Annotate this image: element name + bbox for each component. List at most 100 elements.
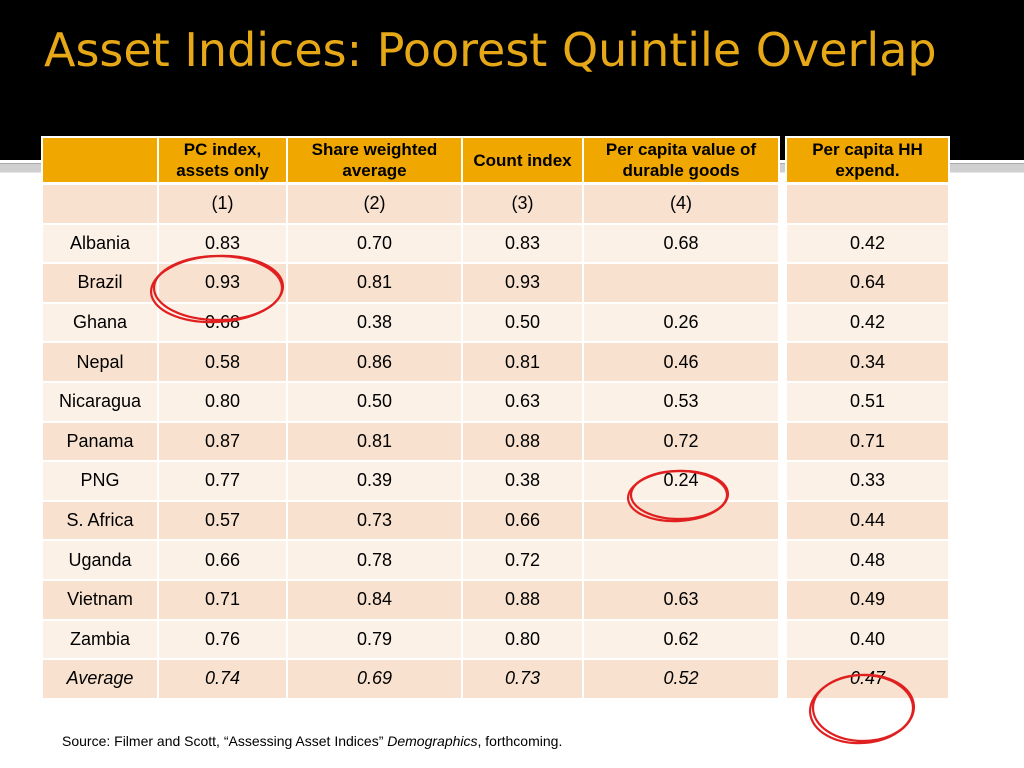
- value-cell: 0.46: [582, 341, 780, 383]
- value-cell: 0.78: [286, 539, 463, 581]
- overlap-table: PC index, assets only Share weighted ave…: [41, 136, 780, 700]
- side-table-row: 0.51: [785, 380, 950, 423]
- title-bar: Asset Indices: Poorest Quintile Overlap: [0, 0, 1024, 160]
- country-cell: Panama: [41, 420, 159, 463]
- value-cell: 0.77: [157, 460, 288, 502]
- country-cell: Albania: [41, 222, 159, 265]
- hh-expend-cell: 0.42: [785, 222, 950, 265]
- value-cell: [582, 499, 780, 542]
- value-cell: 0.84: [286, 578, 463, 621]
- table-row: S. Africa 0.57 0.73 0.66: [41, 499, 780, 542]
- value-cell: 0.87: [157, 420, 288, 463]
- value-cell: 0.71: [157, 578, 288, 621]
- country-cell: Vietnam: [41, 578, 159, 621]
- side-table-row: 0.42: [785, 301, 950, 344]
- value-cell: 0.39: [286, 460, 463, 502]
- hh-expend-cell: 0.47: [785, 658, 950, 700]
- side-table-row: 0.71: [785, 420, 950, 463]
- value-cell: [582, 539, 780, 581]
- header-pc-index: PC index, assets only: [157, 136, 288, 185]
- hh-expend-table: Per capita HH expend. 0.42 0.64 0.42 0.34 0.…: [785, 136, 950, 700]
- side-blank-cell: [785, 182, 950, 225]
- value-cell: 0.62: [582, 618, 780, 661]
- header-durable-goods: Per capita value of durable goods: [582, 136, 780, 185]
- hh-expend-cell: 0.34: [785, 341, 950, 383]
- table-row: Ghana 0.68 0.38 0.50 0.26: [41, 301, 780, 344]
- hh-expend-cell: 0.48: [785, 539, 950, 581]
- side-table-row: 0.40: [785, 618, 950, 661]
- country-cell: Ghana: [41, 301, 159, 344]
- value-cell: 0.70: [286, 222, 463, 265]
- value-cell: 0.83: [461, 222, 584, 265]
- value-cell: 0.66: [461, 499, 584, 542]
- header-share-weighted: Share weighted average: [286, 136, 463, 185]
- value-cell: 0.58: [157, 341, 288, 383]
- table-row: Brazil 0.93 0.81 0.93: [41, 262, 780, 304]
- value-cell: 0.63: [461, 380, 584, 423]
- value-cell: 0.68: [582, 222, 780, 265]
- country-cell: Nepal: [41, 341, 159, 383]
- hh-expend-cell: 0.51: [785, 380, 950, 423]
- header-hh-expend: Per capita HH expend.: [785, 136, 950, 185]
- value-cell: 0.50: [461, 301, 584, 344]
- table-row: PNG 0.77 0.39 0.38 0.24: [41, 460, 780, 502]
- value-cell: 0.38: [461, 460, 584, 502]
- table-row: Uganda 0.66 0.78 0.72: [41, 539, 780, 581]
- value-cell: 0.73: [286, 499, 463, 542]
- table-row: Panama 0.87 0.81 0.88 0.72: [41, 420, 780, 463]
- column-number: (4): [582, 182, 780, 225]
- country-cell: S. Africa: [41, 499, 159, 542]
- side-table-row: 0.49: [785, 578, 950, 621]
- side-number-row: [785, 182, 950, 225]
- source-citation: Source: Filmer and Scott, “Assessing Ass…: [62, 733, 562, 749]
- column-number: [41, 182, 159, 225]
- hh-expend-cell: 0.42: [785, 301, 950, 344]
- column-number: (3): [461, 182, 584, 225]
- value-cell: 0.68: [157, 301, 288, 344]
- side-table-row: 0.48: [785, 539, 950, 581]
- value-cell: 0.80: [461, 618, 584, 661]
- table-row: Nicaragua 0.80 0.50 0.63 0.53: [41, 380, 780, 423]
- side-table-row: 0.42: [785, 222, 950, 265]
- value-cell: [582, 262, 780, 304]
- source-prefix: Source: Filmer and Scott, “Assessing Ass…: [62, 733, 388, 749]
- value-cell: 0.93: [461, 262, 584, 304]
- country-cell: Brazil: [41, 262, 159, 304]
- column-number: (2): [286, 182, 463, 225]
- value-cell: 0.81: [461, 341, 584, 383]
- value-cell: 0.38: [286, 301, 463, 344]
- value-cell: 0.76: [157, 618, 288, 661]
- country-cell: Average: [41, 658, 159, 700]
- hh-expend-cell: 0.44: [785, 499, 950, 542]
- slide-title: Asset Indices: Poorest Quintile Overlap: [44, 23, 937, 77]
- value-cell: 0.81: [286, 262, 463, 304]
- value-cell: 0.88: [461, 578, 584, 621]
- value-cell: 0.53: [582, 380, 780, 423]
- value-cell: 0.80: [157, 380, 288, 423]
- value-cell: 0.93: [157, 262, 288, 304]
- country-cell: Zambia: [41, 618, 159, 661]
- value-cell: 0.57: [157, 499, 288, 542]
- value-cell: 0.24: [582, 460, 780, 502]
- value-cell: 0.86: [286, 341, 463, 383]
- hh-expend-cell: 0.49: [785, 578, 950, 621]
- hh-expend-cell: 0.71: [785, 420, 950, 463]
- value-cell: 0.52: [582, 658, 780, 700]
- header-count-index: Count index: [461, 136, 584, 185]
- side-table-row: 0.44: [785, 499, 950, 542]
- header-row: PC index, assets only Share weighted ave…: [41, 136, 780, 185]
- value-cell: 0.72: [461, 539, 584, 581]
- column-number: (1): [157, 182, 288, 225]
- country-cell: PNG: [41, 460, 159, 502]
- value-cell: 0.63: [582, 578, 780, 621]
- value-cell: 0.26: [582, 301, 780, 344]
- value-cell: 0.74: [157, 658, 288, 700]
- average-row: Average 0.74 0.69 0.73 0.52: [41, 658, 780, 700]
- table-row: Nepal 0.58 0.86 0.81 0.46: [41, 341, 780, 383]
- table-row: Vietnam 0.71 0.84 0.88 0.63: [41, 578, 780, 621]
- header-cell-blank: [41, 136, 159, 185]
- column-number-row: (1) (2) (3) (4): [41, 182, 780, 225]
- value-cell: 0.88: [461, 420, 584, 463]
- country-cell: Uganda: [41, 539, 159, 581]
- value-cell: 0.83: [157, 222, 288, 265]
